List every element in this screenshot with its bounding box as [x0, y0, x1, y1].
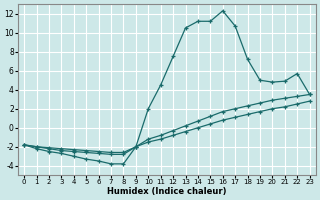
X-axis label: Humidex (Indice chaleur): Humidex (Indice chaleur) [107, 187, 227, 196]
